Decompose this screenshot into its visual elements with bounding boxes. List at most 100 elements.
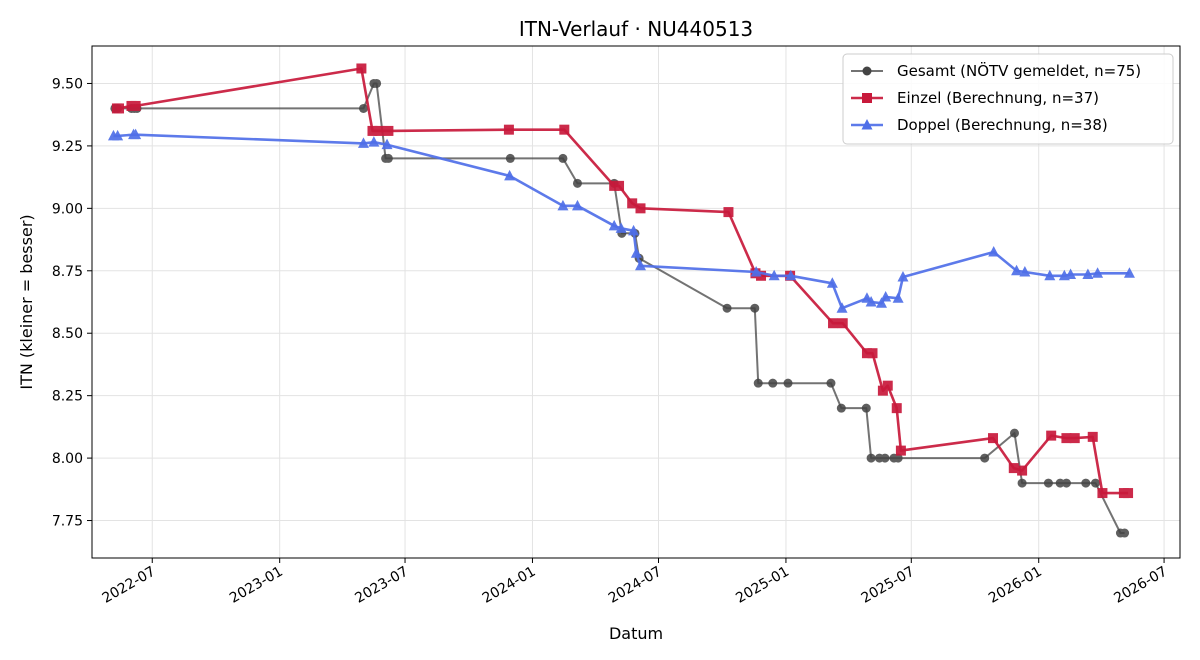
data-point-einzel: [723, 207, 734, 218]
data-point-einzel: [1123, 488, 1134, 499]
data-point-gesamt: [372, 78, 382, 88]
data-point-doppel: [876, 297, 888, 308]
y-tick-label: 9.25: [52, 139, 83, 155]
data-point-gesamt: [1017, 478, 1027, 488]
data-point-doppel: [608, 219, 620, 231]
data-point-doppel: [897, 271, 909, 282]
data-point-doppel: [635, 259, 647, 271]
data-point-gesamt: [1091, 478, 1101, 488]
data-point-doppel: [892, 292, 904, 303]
data-point-gesamt: [1061, 478, 1071, 488]
series-layer: [107, 63, 1135, 538]
data-point-doppel: [1092, 267, 1104, 278]
data-point-gesamt: [1081, 478, 1091, 488]
data-point-doppel: [504, 169, 516, 181]
data-point-einzel: [895, 445, 906, 456]
data-point-doppel: [571, 199, 583, 211]
data-point-einzel: [130, 100, 141, 111]
data-point-einzel: [383, 125, 394, 136]
data-point-doppel: [785, 269, 797, 281]
y-axis: 7.75 8.00 8.25 8.50 8.75 9.00 9.25 9.50: [52, 76, 92, 530]
y-tick-label: 7.75: [52, 514, 83, 530]
y-tick-label: 8.00: [52, 451, 83, 467]
data-point-gesamt: [505, 153, 515, 163]
data-point-doppel: [381, 138, 393, 150]
legend-item-gesamt: Gesamt (NÖTV gemeldet, n=75): [851, 61, 1141, 80]
y-tick-label: 9.00: [52, 201, 83, 217]
legend-marker: [862, 66, 872, 76]
legend-label: Doppel (Berechnung, n=38): [897, 116, 1108, 134]
data-point-doppel: [865, 296, 877, 307]
data-point-einzel: [867, 348, 878, 359]
data-point-gesamt: [826, 378, 836, 388]
data-point-einzel: [882, 380, 893, 391]
data-point-doppel: [1082, 268, 1094, 280]
data-point-einzel: [614, 180, 625, 191]
data-point-einzel: [627, 198, 638, 209]
data-point-gesamt: [893, 453, 903, 463]
data-point-gesamt: [1043, 478, 1053, 488]
data-point-doppel: [368, 136, 380, 147]
data-point-einzel: [367, 125, 378, 136]
markers-doppel: [107, 128, 1135, 313]
data-point-einzel: [1069, 433, 1080, 444]
data-point-doppel: [357, 137, 369, 148]
legend: Gesamt (NÖTV gemeldet, n=75) Einzel (Bere…: [842, 53, 1174, 145]
data-point-doppel: [1065, 268, 1077, 280]
data-point-einzel: [1017, 465, 1028, 476]
series-doppel: [107, 128, 1135, 313]
data-point-gesamt: [1120, 528, 1130, 538]
data-point-einzel: [861, 348, 872, 359]
data-point-doppel: [628, 224, 640, 236]
data-point-gesamt: [866, 453, 876, 463]
y-tick-label: 8.25: [52, 389, 83, 405]
data-point-doppel: [557, 199, 569, 211]
data-point-gesamt: [768, 378, 778, 388]
data-point-doppel: [826, 277, 838, 288]
data-point-doppel: [880, 291, 892, 302]
y-tick-label: 9.50: [52, 76, 83, 92]
data-point-doppel: [112, 129, 124, 141]
data-point-einzel: [1087, 431, 1098, 442]
data-point-doppel: [1123, 267, 1135, 278]
data-point-gesamt: [1009, 428, 1019, 438]
data-point-einzel: [828, 318, 839, 329]
legend-marker: [861, 119, 873, 130]
data-point-doppel: [1044, 269, 1056, 281]
data-point-gesamt: [383, 153, 393, 163]
data-point-doppel: [130, 128, 142, 140]
data-point-einzel: [1008, 463, 1019, 474]
data-point-doppel: [1019, 266, 1031, 277]
data-point-einzel: [1061, 433, 1072, 444]
series-einzel: [111, 63, 1134, 499]
data-point-einzel: [374, 125, 385, 136]
markers-einzel: [111, 63, 1134, 499]
data-point-gesamt: [750, 303, 760, 313]
plot-frame: [91, 45, 1181, 559]
data-point-gesamt: [572, 178, 582, 188]
data-point-doppel: [1011, 264, 1023, 276]
data-point-gesamt: [1055, 478, 1065, 488]
data-point-gesamt: [783, 378, 793, 388]
y-tick-label: 8.75: [52, 264, 83, 280]
legend-item-einzel: Einzel (Berechnung, n=37): [851, 89, 1099, 107]
legend-label: Gesamt (NÖTV gemeldet, n=75): [897, 61, 1141, 80]
data-point-doppel: [630, 247, 642, 258]
y-axis-label: ITN (kleiner = besser): [17, 214, 36, 389]
data-point-einzel: [891, 403, 902, 414]
data-point-einzel: [114, 103, 125, 114]
chart-title: ITN-Verlauf · NU440513: [519, 17, 753, 41]
data-point-gesamt: [558, 153, 568, 163]
data-point-gesamt: [861, 403, 871, 413]
legend-item-doppel: Doppel (Berechnung, n=38): [851, 116, 1108, 134]
x-axis-label: Datum: [609, 624, 663, 643]
data-point-gesamt: [753, 378, 763, 388]
data-point-einzel: [356, 63, 367, 74]
data-point-einzel: [1097, 488, 1108, 499]
data-point-einzel: [635, 203, 646, 214]
data-point-einzel: [559, 124, 570, 135]
data-point-doppel: [750, 266, 762, 277]
data-point-doppel: [615, 222, 627, 233]
data-point-gesamt: [880, 453, 890, 463]
